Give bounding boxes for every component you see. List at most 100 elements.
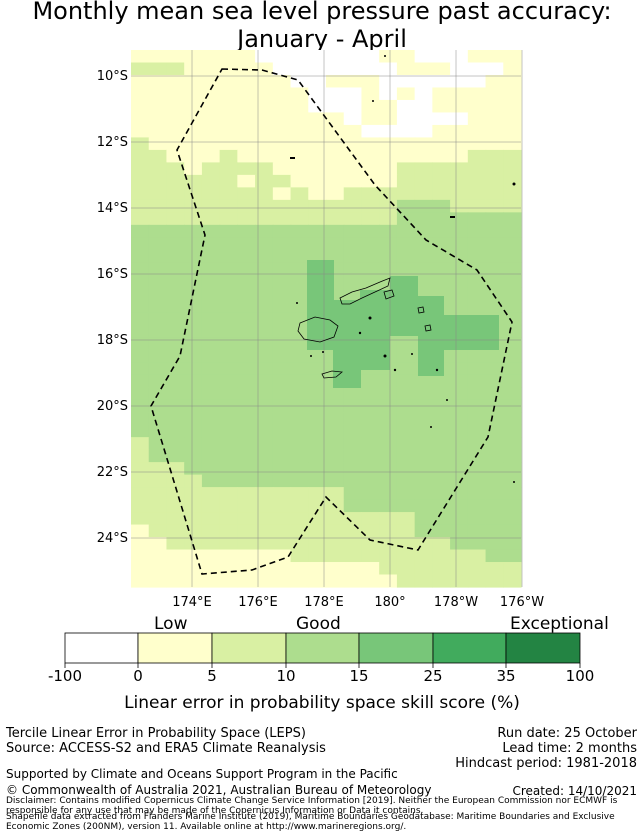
- skill-cell: [414, 187, 433, 201]
- skill-cell: [467, 287, 487, 301]
- skill-cell: [485, 574, 504, 588]
- skill-cell: [166, 487, 185, 501]
- skill-cell: [290, 312, 309, 326]
- skill-cell: [166, 224, 185, 238]
- skill-cell: [201, 224, 221, 238]
- skill-cell: [131, 537, 150, 551]
- skill-cell: [343, 537, 363, 551]
- skill-cell: [308, 50, 327, 64]
- skill-cell: [166, 412, 185, 426]
- skill-cell: [148, 249, 168, 263]
- islet: [512, 182, 516, 186]
- category-good: Good: [296, 614, 341, 634]
- skill-cell: [219, 137, 238, 151]
- skill-cell: [432, 562, 451, 576]
- skill-cell: [219, 249, 238, 263]
- lat-label: 24°S: [97, 531, 128, 546]
- skill-cell: [343, 74, 363, 89]
- skill-cell: [361, 537, 380, 551]
- skill-cell: [450, 362, 469, 376]
- skill-cell: [503, 237, 522, 251]
- skill-cell: [219, 462, 238, 476]
- skill-cell: [166, 387, 185, 401]
- skill-cell: [131, 112, 150, 126]
- method-text: Tercile Linear Error in Probability Spac…: [6, 726, 306, 741]
- skill-cell: [450, 62, 469, 76]
- skill-cell: [272, 124, 292, 139]
- skill-cell: [432, 62, 451, 76]
- skill-cell: [326, 249, 345, 263]
- skill-cell: [219, 124, 238, 139]
- island-vanua-levu: [339, 277, 391, 305]
- skill-cell: [237, 174, 256, 188]
- skill-cell: [272, 337, 292, 351]
- skill-cell: [272, 162, 292, 176]
- island-viti-levu: [297, 316, 339, 343]
- skill-cell: [308, 237, 327, 251]
- skill-cell: [467, 349, 487, 363]
- skill-cell: [272, 562, 292, 576]
- skill-cell: [237, 474, 256, 488]
- skill-cell: [131, 149, 150, 163]
- skill-cell: [485, 174, 504, 188]
- skill-cell: [308, 212, 327, 226]
- skill-cell: [343, 562, 363, 576]
- skill-cell: [503, 324, 522, 338]
- skill-cell: [414, 224, 433, 238]
- skill-cell: [255, 412, 274, 426]
- skill-cell: [503, 537, 522, 551]
- category-exceptional: Exceptional: [510, 614, 609, 634]
- skill-cell: [308, 199, 327, 213]
- skill-cell: [308, 524, 327, 538]
- skill-cell: [432, 50, 451, 64]
- skill-cell: [450, 474, 469, 488]
- skill-cell: [131, 187, 150, 201]
- skill-cell: [308, 249, 327, 263]
- skill-cell: [326, 562, 345, 576]
- skill-cell: [148, 524, 168, 538]
- skill-cell: [237, 187, 256, 201]
- skill-cell: [485, 449, 504, 463]
- skill-cell: [166, 237, 185, 251]
- skill-cell: [326, 437, 345, 451]
- skill-cell: [503, 199, 522, 213]
- skill-cell: [361, 574, 380, 588]
- skill-cell: [467, 99, 487, 114]
- skill-cell: [290, 224, 309, 238]
- skill-cell: [166, 124, 185, 139]
- skill-cell: [361, 212, 380, 226]
- created-date: Created: 14/10/2021: [512, 784, 637, 798]
- skill-cell: [467, 549, 487, 563]
- skill-cell: [485, 349, 504, 363]
- skill-cell: [467, 212, 487, 226]
- skill-cell: [131, 324, 150, 338]
- skill-cell: [201, 199, 221, 213]
- hindcast-period: Hindcast period: 1981-2018: [455, 756, 637, 771]
- skill-cell: [414, 212, 433, 226]
- skill-cell: [503, 99, 522, 114]
- skill-cell: [379, 137, 398, 151]
- skill-cell: [255, 62, 274, 76]
- skill-cell: [166, 424, 185, 438]
- skill-cell: [450, 199, 469, 213]
- skill-cell: [343, 474, 363, 488]
- skill-cell: [131, 237, 150, 251]
- skill-cell: [396, 137, 416, 151]
- skill-cell: [201, 187, 221, 201]
- skill-cell: [272, 487, 292, 501]
- skill-cell: [432, 224, 451, 238]
- skill-cell: [148, 262, 168, 276]
- skill-cell: [432, 437, 451, 451]
- skill-cell: [148, 449, 168, 463]
- skill-cell: [485, 512, 504, 526]
- skill-cell: [467, 174, 487, 188]
- skill-cell: [201, 474, 221, 488]
- skill-cell: [414, 449, 433, 463]
- skill-cell: [166, 374, 185, 388]
- skill-cell: [308, 574, 327, 588]
- skill-cell: [166, 50, 185, 64]
- skill-cell: [219, 412, 238, 426]
- skill-cell: [326, 212, 345, 226]
- skill-cell: [467, 187, 487, 201]
- skill-cell: [131, 437, 150, 451]
